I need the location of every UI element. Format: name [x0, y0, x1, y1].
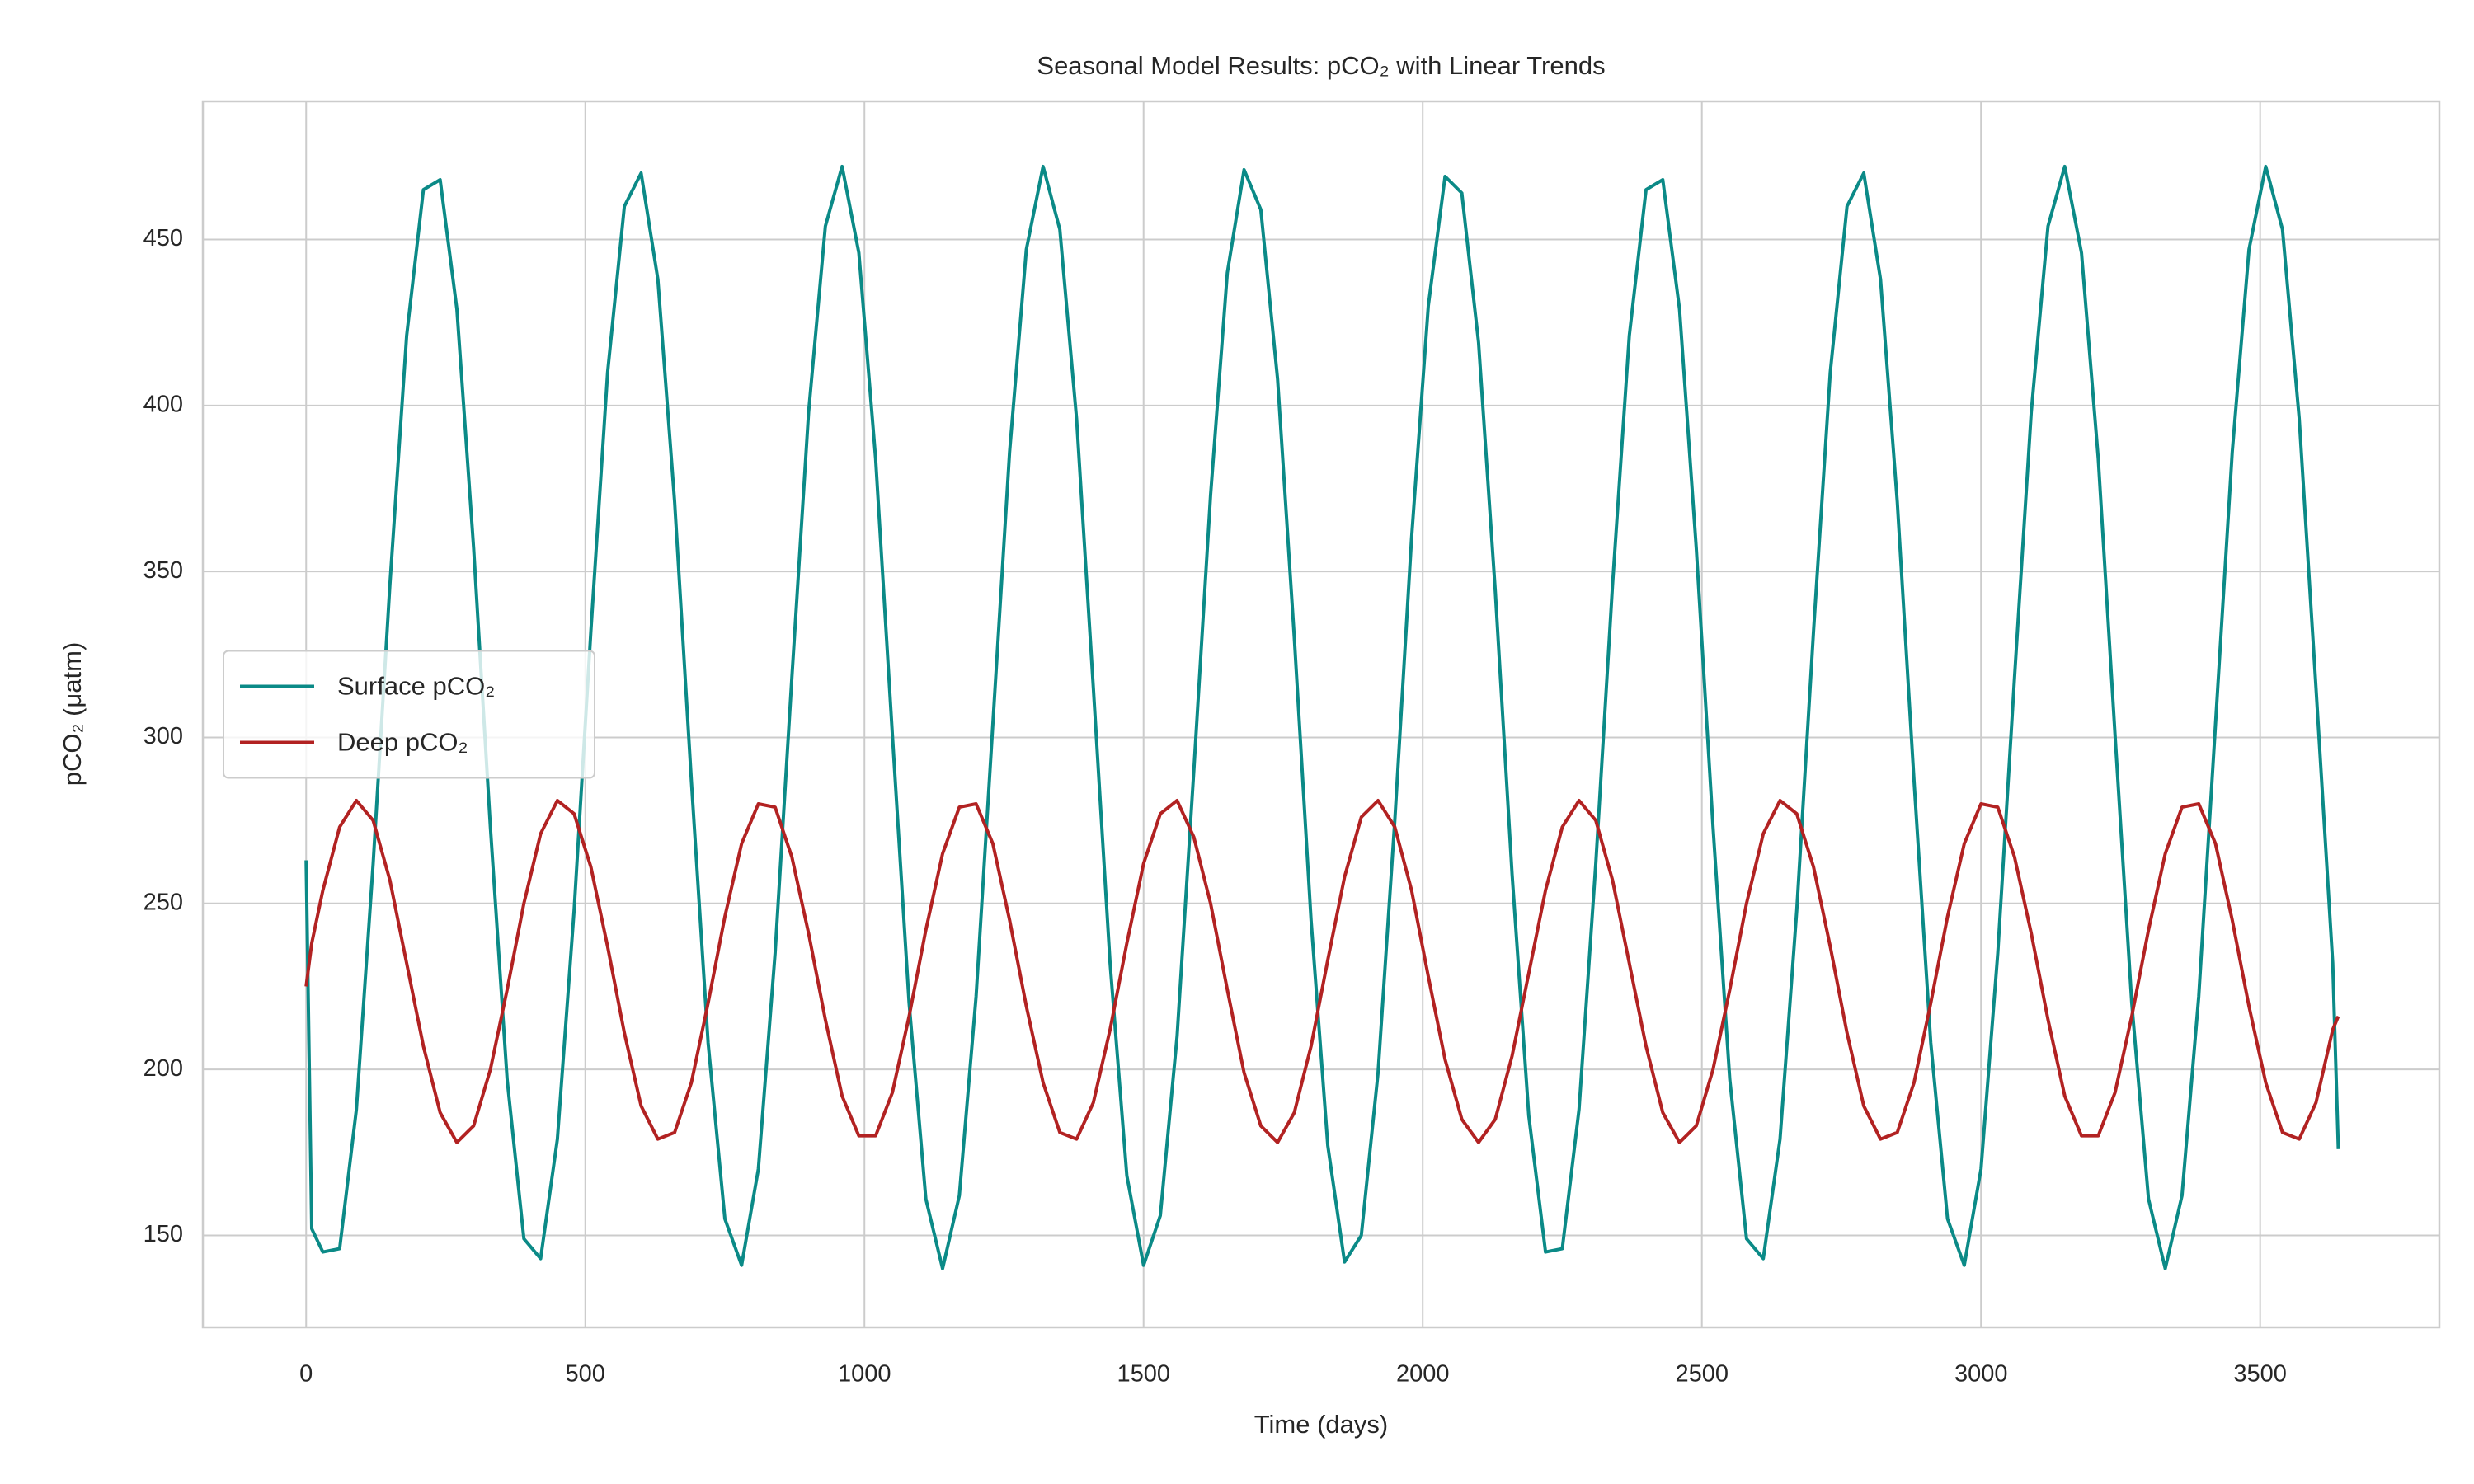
- legend-box: [223, 650, 595, 779]
- x-tick-label: 2500: [1675, 1361, 1729, 1388]
- x-tick-label: 2000: [1396, 1361, 1450, 1388]
- data-line: [304, 164, 2340, 1270]
- y-tick-label: 400: [143, 391, 183, 417]
- data-line: [304, 798, 2340, 1144]
- x-tick-label: 0: [299, 1361, 313, 1388]
- legend-label: Surface pCO₂: [337, 672, 495, 701]
- x-axis-label: Time (days): [1254, 1410, 1388, 1439]
- chart-title: Seasonal Model Results: pCO₂ with Linear…: [1037, 51, 1605, 80]
- y-tick-label: 150: [143, 1221, 183, 1247]
- x-tick-label: 1500: [1117, 1361, 1170, 1388]
- y-tick-label: 450: [143, 225, 183, 251]
- y-tick-label: 250: [143, 889, 183, 915]
- legend-label: Deep pCO₂: [337, 728, 468, 757]
- y-axis-label: pCO₂ (μatm): [58, 642, 87, 787]
- y-tick-label: 350: [143, 557, 183, 584]
- plot-frame: [201, 100, 2441, 1329]
- x-tick-label: 3500: [2233, 1361, 2287, 1388]
- x-tick-label: 3000: [1954, 1361, 2008, 1388]
- y-tick-label: 300: [143, 723, 183, 749]
- legend: Surface pCO₂ Deep pCO₂: [223, 650, 595, 779]
- x-tick-label: 500: [566, 1361, 605, 1388]
- x-tick-label: 1000: [838, 1361, 891, 1388]
- y-tick-label: 200: [143, 1055, 183, 1082]
